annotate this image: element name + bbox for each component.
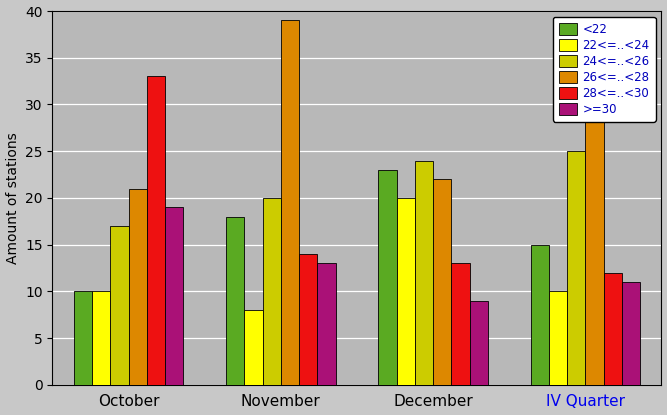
Bar bbox=[397, 198, 415, 385]
Bar bbox=[452, 263, 470, 385]
Bar bbox=[433, 179, 452, 385]
Bar bbox=[470, 300, 488, 385]
Bar bbox=[622, 282, 640, 385]
Bar bbox=[281, 20, 299, 385]
Bar bbox=[378, 170, 397, 385]
Legend: <22, 22<=..<24, 24<=..<26, 26<=..<28, 28<=..<30, >=30: <22, 22<=..<24, 24<=..<26, 26<=..<28, 28… bbox=[553, 17, 656, 122]
Bar bbox=[165, 207, 183, 385]
Bar bbox=[549, 291, 567, 385]
Bar bbox=[147, 76, 165, 385]
Bar bbox=[110, 226, 129, 385]
Bar bbox=[244, 310, 263, 385]
Bar bbox=[226, 217, 244, 385]
Bar bbox=[567, 151, 586, 385]
Bar bbox=[299, 254, 317, 385]
Bar bbox=[92, 291, 110, 385]
Bar bbox=[129, 188, 147, 385]
Bar bbox=[317, 263, 336, 385]
Bar bbox=[604, 273, 622, 385]
Y-axis label: Amount of stations: Amount of stations bbox=[5, 132, 19, 264]
Bar bbox=[586, 20, 604, 385]
Bar bbox=[530, 244, 549, 385]
Bar bbox=[263, 198, 281, 385]
Bar bbox=[415, 161, 433, 385]
Bar bbox=[74, 291, 92, 385]
